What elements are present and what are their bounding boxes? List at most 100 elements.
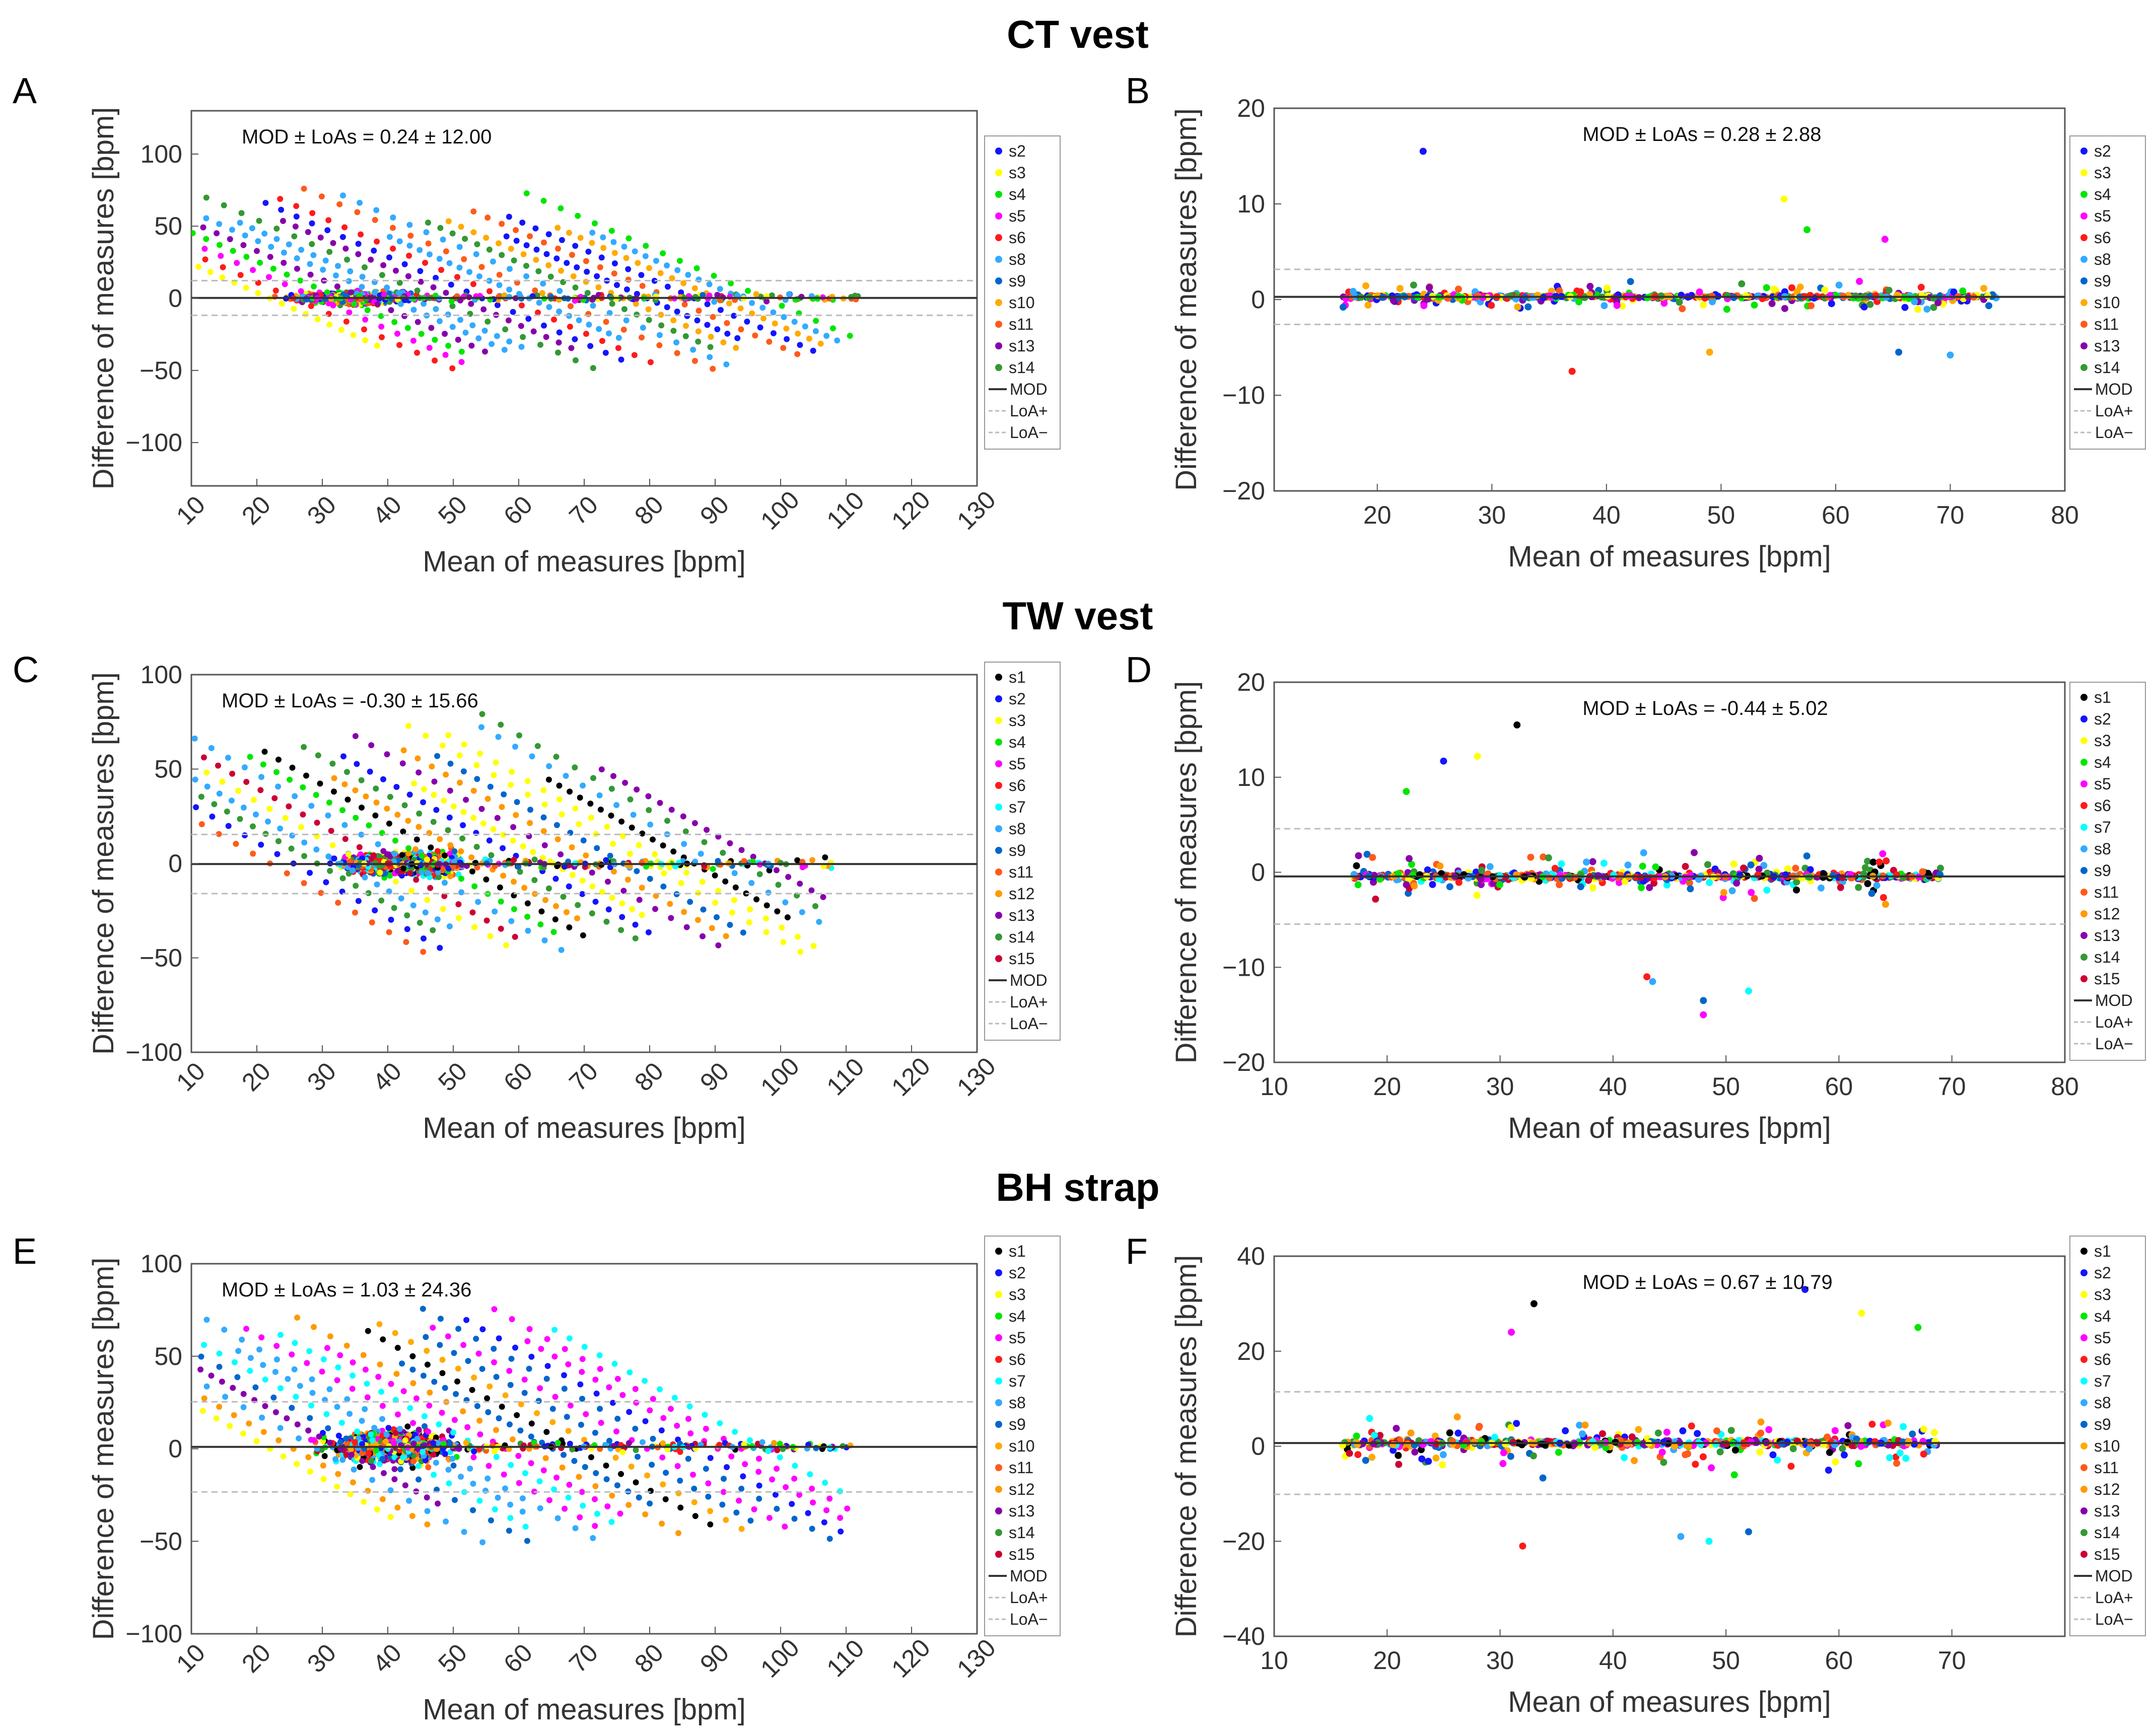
legend-marker-s1 xyxy=(2080,694,2088,701)
point-s14 xyxy=(516,732,522,739)
point-s8 xyxy=(313,846,320,853)
point-s2 xyxy=(355,898,362,904)
point-s12 xyxy=(443,771,449,778)
point-s2 xyxy=(724,330,731,337)
point-s9 xyxy=(1340,304,1347,311)
point-s6 xyxy=(432,357,438,364)
point-s10 xyxy=(695,328,702,335)
y-tick-label: 100 xyxy=(141,661,182,689)
point-s2 xyxy=(421,935,427,942)
legend-marker-s6 xyxy=(2080,802,2088,809)
point-s3 xyxy=(780,939,787,946)
point-s13 xyxy=(294,265,300,272)
point-s13 xyxy=(738,847,745,853)
point-s8 xyxy=(294,255,300,261)
point-s13 xyxy=(468,342,475,349)
mod-loa-annotation: MOD ± LoAs = -0.44 ± 5.02 xyxy=(1582,697,1828,719)
point-s11 xyxy=(611,270,617,277)
point-s14 xyxy=(416,810,423,817)
point-s15 xyxy=(328,828,334,834)
point-s14 xyxy=(488,852,495,858)
point-s14 xyxy=(358,777,365,783)
point-s6 xyxy=(374,238,380,245)
legend-marker-s5 xyxy=(2080,780,2088,787)
y-tick-label: 20 xyxy=(1237,94,1265,122)
point-s14 xyxy=(499,252,505,258)
point-s13 xyxy=(443,290,449,296)
point-s3 xyxy=(797,949,804,955)
point-s11 xyxy=(216,831,222,837)
point-s1 xyxy=(344,797,351,803)
point-s2 xyxy=(446,814,453,821)
point-s13 xyxy=(227,236,233,242)
point-s2 xyxy=(262,200,269,206)
point-s5 xyxy=(218,253,224,259)
point-s2 xyxy=(614,282,620,288)
point-s8 xyxy=(494,333,500,339)
point-s11 xyxy=(1919,868,1926,876)
legend-label-s5: s5 xyxy=(1009,207,1026,225)
legend-label-s13: s13 xyxy=(2094,337,2120,355)
point-s8 xyxy=(586,321,592,328)
point-s8 xyxy=(325,812,331,819)
x-tick-label: 30 xyxy=(1478,501,1506,529)
point-s8 xyxy=(241,764,248,771)
point-s12 xyxy=(624,877,631,883)
point-s2 xyxy=(734,335,741,341)
point-s1 xyxy=(587,801,594,807)
point-s14 xyxy=(288,845,295,852)
point-s8 xyxy=(410,307,417,313)
legend-label-s6: s6 xyxy=(1009,229,1026,247)
legend-label-s8: s8 xyxy=(1009,820,1026,838)
point-s8 xyxy=(816,919,822,925)
point-s6 xyxy=(519,302,525,309)
point-s2 xyxy=(619,914,625,920)
point-s14 xyxy=(769,292,775,299)
point-s13 xyxy=(254,248,260,254)
point-s8 xyxy=(410,902,416,909)
point-s11 xyxy=(369,919,375,925)
point-s10 xyxy=(566,230,572,236)
point-s4 xyxy=(243,254,250,260)
point-s11 xyxy=(1444,295,1452,302)
point-s10 xyxy=(623,255,630,261)
point-s14 xyxy=(1723,292,1731,300)
point-s13 xyxy=(399,760,406,767)
point-s14 xyxy=(401,802,408,809)
point-s5 xyxy=(234,260,240,266)
legend-label-s10: s10 xyxy=(1009,294,1035,312)
legend-marker-s4 xyxy=(2080,759,2088,766)
point-s8 xyxy=(422,909,429,916)
point-s5 xyxy=(458,359,465,365)
point-s8 xyxy=(640,324,646,331)
point-s14 xyxy=(224,808,230,815)
legend-label-line: MOD xyxy=(1010,971,1048,989)
legend-box xyxy=(984,135,1061,450)
point-s2 xyxy=(209,813,216,820)
point-s3 xyxy=(810,943,817,949)
point-s2 xyxy=(1806,866,1814,874)
point-s4 xyxy=(326,800,332,806)
point-s8 xyxy=(523,273,530,279)
point-s2 xyxy=(393,784,400,790)
point-s8 xyxy=(1583,858,1590,866)
point-s15 xyxy=(243,779,250,785)
point-s4 xyxy=(660,250,666,257)
point-s3 xyxy=(569,872,576,878)
point-s12 xyxy=(564,909,570,915)
point-s3 xyxy=(456,752,463,759)
legend-marker-s1 xyxy=(995,674,1002,681)
point-s14 xyxy=(449,303,456,309)
point-s2 xyxy=(404,926,410,932)
point-s8 xyxy=(1728,887,1736,895)
point-s9 xyxy=(1363,850,1371,858)
point-s13 xyxy=(610,773,616,779)
point-s3 xyxy=(589,883,596,890)
point-s6 xyxy=(220,264,226,270)
legend-label-s6: s6 xyxy=(2094,229,2111,247)
point-s14 xyxy=(301,744,307,750)
point-s14 xyxy=(203,194,210,201)
point-s1 xyxy=(1513,721,1521,729)
point-s2 xyxy=(625,266,632,272)
x-axis-label: Mean of measures [bpm] xyxy=(1508,1112,1831,1144)
